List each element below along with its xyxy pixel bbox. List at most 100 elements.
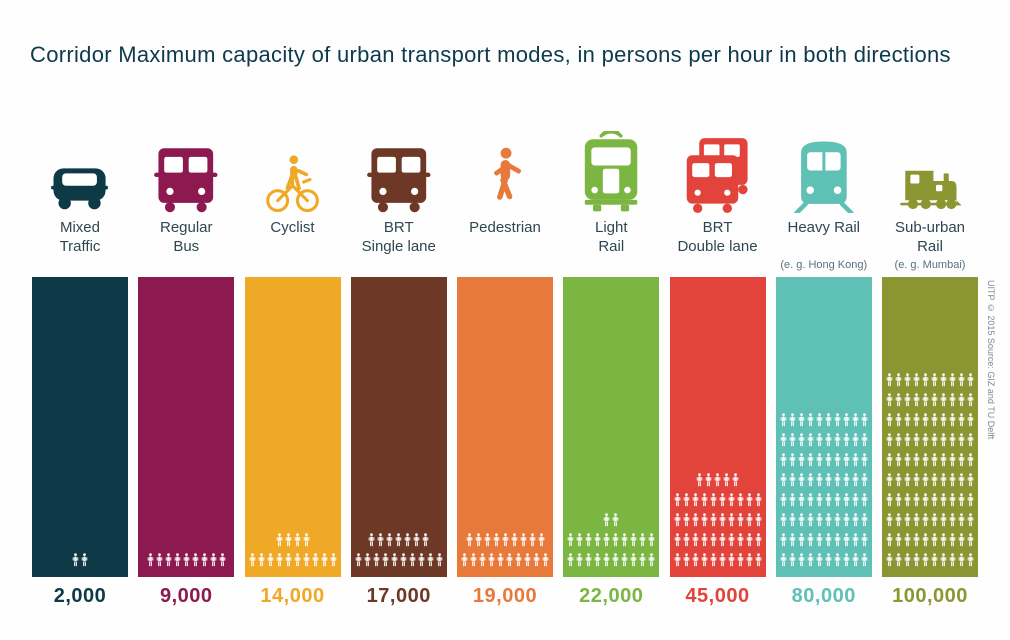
person-icon bbox=[710, 493, 717, 511]
person-icon bbox=[147, 553, 154, 571]
person-icon bbox=[913, 433, 920, 451]
person-icon bbox=[931, 393, 938, 411]
person-icon bbox=[683, 553, 690, 571]
mode-label: Mixed Traffic bbox=[60, 219, 101, 259]
mode-label: Heavy Rail bbox=[787, 219, 860, 259]
person-icon bbox=[746, 513, 753, 531]
mode-label: BRT Single lane bbox=[362, 219, 436, 259]
person-icon bbox=[674, 533, 681, 551]
people-icons bbox=[457, 533, 553, 571]
person-icon bbox=[922, 453, 929, 471]
person-icon bbox=[780, 493, 787, 511]
person-icon bbox=[886, 513, 893, 531]
person-icon bbox=[294, 533, 301, 551]
person-icon bbox=[843, 413, 850, 431]
person-icon bbox=[755, 493, 762, 511]
person-icon bbox=[798, 413, 805, 431]
person-icon bbox=[958, 493, 965, 511]
person-icon bbox=[807, 473, 814, 491]
person-icon bbox=[364, 553, 371, 571]
person-icon bbox=[843, 493, 850, 511]
person-icon bbox=[683, 493, 690, 511]
person-icon bbox=[479, 553, 486, 571]
person-icon bbox=[940, 413, 947, 431]
person-icon bbox=[940, 453, 947, 471]
person-icon bbox=[949, 533, 956, 551]
capacity-value: 19,000 bbox=[473, 585, 537, 608]
person-icon bbox=[852, 453, 859, 471]
person-icon bbox=[904, 413, 911, 431]
person-icon bbox=[958, 433, 965, 451]
person-icon bbox=[931, 453, 938, 471]
person-icon bbox=[904, 473, 911, 491]
person-icon bbox=[825, 533, 832, 551]
person-icon bbox=[798, 513, 805, 531]
person-icon bbox=[524, 553, 531, 571]
person-icon bbox=[931, 373, 938, 391]
person-icon bbox=[470, 553, 477, 571]
credit-text: UITP © 2015 Source: GIZ and TU Delft bbox=[986, 280, 996, 439]
person-icon bbox=[922, 553, 929, 571]
person-icon bbox=[497, 553, 504, 571]
person-icon bbox=[967, 553, 974, 571]
person-icon bbox=[922, 533, 929, 551]
chart-title: Corridor Maximum capacity of urban trans… bbox=[30, 42, 980, 68]
person-icon bbox=[904, 513, 911, 531]
person-icon bbox=[303, 553, 310, 571]
person-icon bbox=[967, 513, 974, 531]
person-icon bbox=[789, 513, 796, 531]
person-icon bbox=[533, 553, 540, 571]
person-icon bbox=[931, 493, 938, 511]
person-icon bbox=[395, 533, 402, 551]
person-icon bbox=[502, 533, 509, 551]
person-icon bbox=[834, 553, 841, 571]
person-icon bbox=[780, 433, 787, 451]
person-icon bbox=[692, 553, 699, 571]
person-icon bbox=[913, 473, 920, 491]
person-icon bbox=[940, 533, 947, 551]
person-icon bbox=[312, 553, 319, 571]
people-icons bbox=[351, 533, 447, 571]
person-icon bbox=[958, 473, 965, 491]
bus-icon bbox=[148, 123, 224, 213]
person-icon bbox=[967, 433, 974, 451]
mode-label: Pedestrian bbox=[469, 219, 541, 259]
person-icon bbox=[931, 533, 938, 551]
capacity-value: 22,000 bbox=[579, 585, 643, 608]
person-icon bbox=[377, 533, 384, 551]
person-icon bbox=[701, 513, 708, 531]
person-icon bbox=[692, 533, 699, 551]
person-icon bbox=[192, 553, 199, 571]
capacity-value: 2,000 bbox=[54, 585, 107, 608]
person-icon bbox=[931, 433, 938, 451]
person-icon bbox=[692, 513, 699, 531]
person-icon bbox=[484, 533, 491, 551]
person-icon bbox=[816, 433, 823, 451]
person-icon bbox=[816, 453, 823, 471]
person-icon bbox=[488, 553, 495, 571]
person-icon bbox=[825, 513, 832, 531]
person-icon bbox=[746, 553, 753, 571]
tram-icon bbox=[568, 123, 654, 213]
person-icon bbox=[165, 553, 172, 571]
capacity-bar bbox=[245, 277, 341, 577]
bus-icon bbox=[361, 123, 437, 213]
person-icon bbox=[728, 493, 735, 511]
person-icon bbox=[922, 373, 929, 391]
person-icon bbox=[210, 553, 217, 571]
person-icon bbox=[276, 533, 283, 551]
person-icon bbox=[436, 553, 443, 571]
person-icon bbox=[958, 553, 965, 571]
person-icon bbox=[913, 513, 920, 531]
person-icon bbox=[404, 533, 411, 551]
person-icon bbox=[567, 533, 574, 551]
person-icon bbox=[949, 453, 956, 471]
person-icon bbox=[922, 393, 929, 411]
person-icon bbox=[931, 553, 938, 571]
person-icon bbox=[789, 453, 796, 471]
person-icon bbox=[940, 473, 947, 491]
person-icon bbox=[843, 473, 850, 491]
person-icon bbox=[922, 413, 929, 431]
person-icon bbox=[949, 393, 956, 411]
person-icon bbox=[719, 553, 726, 571]
